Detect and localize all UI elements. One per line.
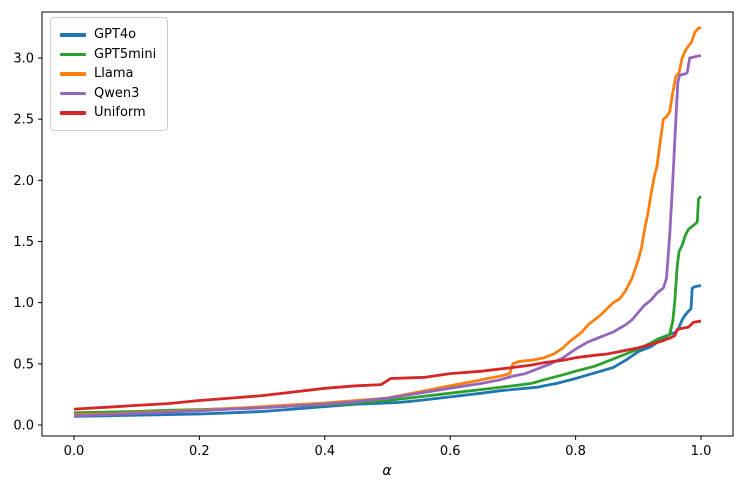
y-tick-label: 2.0 — [13, 174, 34, 189]
series-line-uniform — [73, 319, 702, 411]
x-axis-ticks: 0.0 0.2 0.4 0.6 0.8 1.0 — [64, 436, 712, 459]
y-tick-label: 3.0 — [13, 51, 34, 66]
x-tick-label: 0.8 — [565, 444, 586, 459]
legend-item-gpt4o: GPT4o — [60, 25, 157, 45]
y-tick-label: 0.5 — [13, 357, 34, 372]
legend-swatch-uniform — [60, 111, 86, 115]
y-tick-label: 0.0 — [13, 418, 34, 433]
legend-item-gpt5mini: GPT5mini — [60, 45, 157, 65]
legend-label: Uniform — [94, 105, 146, 121]
series-line-qwen3 — [73, 54, 702, 418]
legend-swatch-qwen3 — [60, 91, 86, 95]
plot-frame — [41, 11, 734, 437]
x-tick-label: 0.2 — [189, 444, 210, 459]
x-tick-label: 0.6 — [440, 444, 461, 459]
legend-label: Qwen3 — [94, 85, 140, 101]
series-line-llama — [73, 26, 702, 416]
plot-lines — [73, 26, 702, 418]
legend-swatch-gpt5mini — [60, 52, 86, 56]
y-tick-label: 1.0 — [13, 296, 34, 311]
legend-swatch-gpt4o — [60, 33, 86, 37]
y-tick-label: 1.5 — [13, 235, 34, 250]
legend-item-llama: Llama — [60, 64, 157, 84]
x-tick-label: 0.0 — [64, 444, 85, 459]
legend: GPT4o GPT5mini Llama Qwen3 Uniform — [50, 17, 168, 131]
legend-swatch-llama — [60, 72, 86, 76]
x-axis-label: α — [382, 463, 392, 479]
x-tick-label: 0.4 — [314, 444, 335, 459]
x-tick-label: 1.0 — [691, 444, 712, 459]
legend-label: GPT4o — [94, 27, 137, 43]
legend-label: Llama — [94, 66, 134, 82]
legend-item-uniform: Uniform — [60, 103, 157, 123]
legend-item-qwen3: Qwen3 — [60, 84, 157, 104]
series-line-gpt4o — [73, 284, 702, 418]
y-axis-ticks: 0.0 0.5 1.0 1.5 2.0 2.5 3.0 — [13, 51, 42, 433]
legend-label: GPT5mini — [94, 46, 157, 62]
y-tick-label: 2.5 — [13, 113, 34, 128]
